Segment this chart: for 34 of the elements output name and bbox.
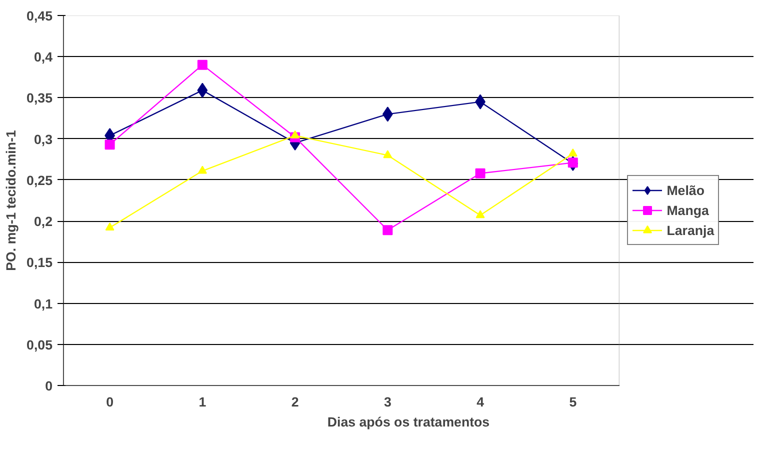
y-tick-label: 0,2 [34, 214, 53, 230]
x-tick-label: 2 [291, 394, 299, 410]
legend-label: Melão [666, 182, 704, 198]
x-tick-label: 0 [106, 394, 114, 410]
y-tick-label: 0,1 [34, 296, 54, 312]
y-tick-label: 0,25 [26, 172, 54, 188]
point [383, 150, 392, 158]
point [198, 166, 207, 174]
y-tick-label: 0,05 [26, 337, 54, 352]
y-tick-label: 0,4 [34, 50, 54, 65]
point [197, 60, 208, 70]
x-tick-label: 5 [569, 394, 578, 410]
point [568, 158, 578, 168]
x-tick-label: 4 [476, 394, 485, 410]
y-tick-label: 0,15 [26, 255, 54, 270]
y-tick-label: 0 [45, 378, 53, 394]
x-tick-label: 1 [198, 394, 207, 410]
point [197, 82, 208, 98]
point [476, 210, 485, 218]
point [382, 225, 393, 236]
y-axis-title: PO. mg-1 tecido.min-1 [4, 130, 19, 271]
x-axis-title: Dias após os tratamentos [327, 414, 490, 430]
point [568, 148, 578, 156]
point [475, 168, 486, 178]
point [104, 140, 115, 150]
legend-label: Manga [666, 202, 709, 218]
point [105, 222, 114, 230]
x-tick-label: 3 [384, 394, 392, 410]
point [290, 130, 300, 138]
y-tick-label: 0,45 [26, 8, 54, 24]
y-tick-label: 0,3 [34, 132, 53, 147]
point [382, 106, 393, 122]
legend-label: Laranja [666, 222, 714, 238]
y-tick-label: 0,35 [26, 90, 54, 106]
